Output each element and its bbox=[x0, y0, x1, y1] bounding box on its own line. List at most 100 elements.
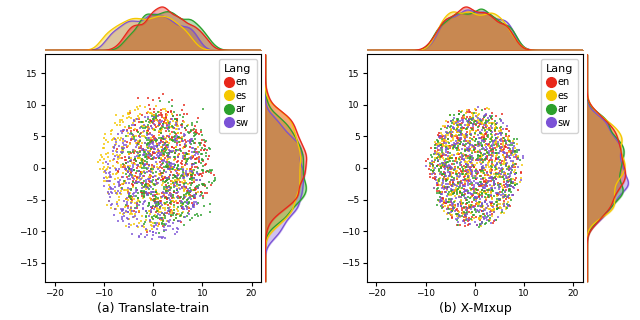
Point bbox=[175, 142, 185, 147]
Point bbox=[430, 174, 440, 180]
Point bbox=[125, 186, 136, 191]
Point bbox=[479, 146, 490, 151]
Point bbox=[131, 179, 141, 184]
Point bbox=[196, 147, 206, 152]
Point bbox=[147, 226, 157, 231]
Point bbox=[125, 125, 136, 130]
Point bbox=[462, 198, 472, 203]
Point bbox=[470, 191, 481, 196]
Point bbox=[116, 151, 127, 156]
Point bbox=[461, 196, 472, 201]
Point bbox=[178, 175, 188, 180]
Point bbox=[164, 208, 175, 213]
Point bbox=[167, 179, 177, 184]
Point bbox=[163, 142, 173, 148]
Point bbox=[444, 192, 454, 197]
Point bbox=[486, 209, 496, 214]
Point bbox=[131, 144, 141, 149]
Point bbox=[468, 126, 478, 131]
Point bbox=[129, 196, 139, 201]
Point bbox=[157, 153, 167, 158]
Point bbox=[177, 121, 187, 126]
Point bbox=[118, 142, 129, 148]
Point bbox=[451, 171, 461, 176]
Point bbox=[449, 208, 460, 213]
Point bbox=[124, 205, 134, 211]
Point bbox=[445, 191, 455, 196]
Point bbox=[177, 185, 187, 190]
Point bbox=[461, 135, 471, 140]
Point bbox=[114, 197, 124, 203]
Point bbox=[497, 187, 508, 192]
Point bbox=[124, 194, 134, 199]
Point bbox=[470, 107, 481, 112]
Point bbox=[160, 145, 170, 150]
Point bbox=[461, 188, 471, 194]
Point bbox=[455, 160, 465, 165]
Point bbox=[456, 189, 466, 194]
Point bbox=[159, 159, 169, 164]
Point bbox=[124, 155, 134, 160]
Point bbox=[459, 115, 469, 120]
Point bbox=[478, 176, 488, 181]
Point bbox=[498, 143, 508, 148]
Point bbox=[169, 208, 179, 213]
Point bbox=[481, 112, 492, 117]
Point bbox=[456, 179, 466, 184]
Point bbox=[469, 148, 479, 153]
Point bbox=[136, 189, 147, 194]
Point bbox=[493, 180, 504, 185]
Point bbox=[491, 157, 501, 162]
Point bbox=[447, 215, 458, 220]
Point bbox=[152, 165, 162, 170]
Point bbox=[166, 213, 176, 218]
Point bbox=[149, 121, 159, 126]
Point bbox=[491, 172, 501, 177]
Point bbox=[119, 146, 129, 151]
Point bbox=[462, 132, 472, 137]
Point bbox=[125, 163, 135, 168]
Point bbox=[145, 173, 155, 178]
Point bbox=[502, 175, 512, 180]
Point bbox=[453, 187, 463, 192]
Point bbox=[191, 156, 201, 161]
Point bbox=[433, 197, 443, 203]
Point bbox=[436, 180, 447, 186]
Point bbox=[184, 148, 195, 154]
Point bbox=[456, 109, 467, 114]
Point bbox=[464, 121, 474, 126]
Point bbox=[481, 142, 492, 147]
Point bbox=[188, 205, 198, 210]
Point bbox=[465, 154, 475, 159]
Point bbox=[467, 168, 477, 173]
Point bbox=[195, 142, 205, 148]
Point bbox=[138, 120, 148, 125]
Point bbox=[126, 134, 136, 140]
Point bbox=[141, 166, 152, 171]
Point bbox=[501, 187, 511, 192]
Point bbox=[462, 125, 472, 130]
Point bbox=[462, 147, 472, 152]
Point bbox=[150, 193, 160, 198]
Point bbox=[145, 141, 155, 146]
Point bbox=[500, 154, 510, 159]
Point bbox=[173, 136, 184, 141]
Point bbox=[121, 160, 131, 165]
Point bbox=[150, 197, 160, 202]
Point bbox=[130, 123, 140, 128]
Point bbox=[171, 190, 181, 196]
Point bbox=[197, 190, 207, 196]
Point bbox=[150, 205, 161, 210]
Point bbox=[444, 131, 454, 136]
Point bbox=[147, 120, 157, 125]
Point bbox=[461, 197, 471, 202]
Point bbox=[488, 179, 499, 184]
Point bbox=[179, 112, 189, 117]
Point bbox=[452, 176, 462, 181]
Point bbox=[502, 175, 512, 180]
Point bbox=[476, 182, 486, 187]
Point bbox=[485, 128, 495, 133]
Point bbox=[169, 134, 179, 140]
Point bbox=[508, 184, 518, 189]
Point bbox=[152, 205, 163, 211]
